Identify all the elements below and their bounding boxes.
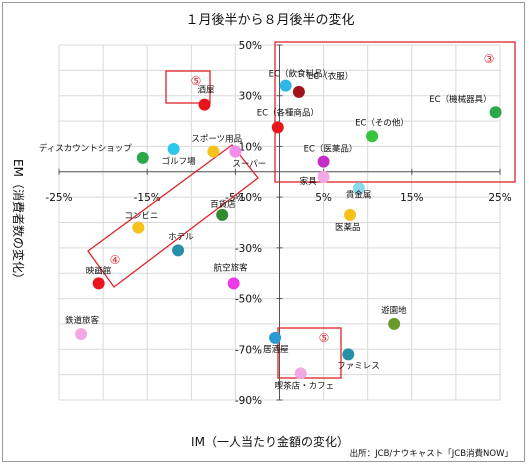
point-label: ホテル	[168, 232, 194, 242]
point-label: 医薬品	[335, 222, 361, 233]
point-label: 喫茶店・カフェ	[275, 380, 335, 391]
point-label: EC（その他）	[355, 117, 409, 128]
y-tick-label: 30%	[239, 91, 262, 103]
chart-title: １月後半から８月後半の変化	[185, 12, 354, 28]
annotation-box	[165, 70, 211, 104]
point-label: ディスカウントショップ	[39, 143, 132, 154]
y-tick-label: -50%	[235, 294, 262, 306]
data-point	[229, 145, 242, 158]
data-point	[216, 208, 229, 221]
x-tick-label: 25%	[488, 192, 511, 204]
x-tick-label: -15%	[134, 192, 161, 204]
point-label: EC（機械器具）	[429, 94, 491, 105]
x-tick-label: -5%	[225, 192, 245, 204]
x-tick-label: 15%	[400, 192, 423, 204]
y-tick-label: -70%	[235, 344, 262, 356]
point-label: EC（医薬品）	[304, 144, 358, 155]
y-tick-label: 50%	[239, 40, 262, 52]
point-label: 貴金属	[346, 189, 372, 200]
data-point	[366, 130, 379, 143]
point-label: ファミレス	[337, 361, 380, 371]
annotation-box	[87, 144, 259, 288]
data-point	[269, 331, 282, 344]
data-point	[136, 151, 149, 164]
x-tick-label: -25%	[45, 192, 72, 204]
annotation-box	[274, 41, 516, 183]
point-label: スポーツ用品	[191, 135, 242, 145]
annotation-mark: ⑤	[319, 331, 330, 345]
data-point	[344, 208, 357, 221]
x-axis-title: IM（一人当たり金額の変化）	[191, 434, 349, 449]
point-label: スーパー	[232, 160, 266, 170]
point-label: 遊園地	[381, 305, 407, 316]
data-point	[292, 85, 305, 98]
axes: -25% -15% -5% 5% 15% 25% 50% 30% 10% -10% -30% -50%…	[45, 40, 511, 407]
data-point	[227, 277, 240, 290]
annotation-mark: ③	[484, 52, 495, 66]
data-point	[388, 317, 401, 330]
data-point	[172, 244, 185, 257]
y-tick-label: -90%	[235, 395, 262, 407]
chart-frame	[2, 2, 525, 462]
point-label: 映画館	[86, 265, 112, 276]
annotation-boxes: ③ ⑤ ④ ⑤	[87, 41, 516, 379]
data-point	[198, 98, 211, 111]
data-point	[75, 328, 88, 341]
data-point	[92, 277, 105, 290]
point-label: 酒屋	[198, 86, 216, 96]
point-labels: EC（飲食料品）EC（衣服） EC（機械器具） EC（各種商品） EC（その他） EC（…	[39, 69, 492, 392]
data-point	[489, 106, 502, 119]
point-label: 百貨店	[210, 199, 236, 210]
y-tick-label: 10%	[239, 141, 262, 153]
point-label: EC（飲食料品）	[269, 69, 331, 80]
point-label: 鉄道旅客	[65, 315, 100, 326]
data-point	[317, 155, 330, 168]
data-point	[132, 221, 145, 234]
annotation-mark: ④	[110, 253, 121, 267]
point-label: EC（衣服）	[308, 71, 353, 82]
source-note: 出所：JCB/ナウキャスト「JCB消費NOW」	[350, 448, 513, 459]
annotation-box	[277, 327, 342, 379]
point-label: コンビニ	[124, 212, 158, 222]
point-label: 家具	[300, 176, 318, 187]
data-point	[207, 145, 220, 158]
x-tick-label: 5%	[315, 192, 332, 204]
data-point	[317, 170, 330, 183]
data-point	[167, 142, 180, 155]
data-points	[75, 79, 502, 380]
point-label: EC（各種商品）	[257, 107, 319, 118]
data-point	[271, 121, 284, 134]
point-label: ゴルフ場	[162, 156, 197, 167]
point-label: 居酒屋	[263, 345, 289, 355]
y-tick-label: -10%	[235, 192, 262, 204]
annotation-mark: ⑤	[191, 74, 202, 88]
data-point	[294, 367, 307, 380]
data-point	[279, 79, 292, 92]
y-axis-title: EM（消費者数の変化）	[11, 159, 26, 285]
data-point	[352, 182, 365, 195]
data-point	[342, 348, 355, 361]
y-tick-label: -30%	[235, 243, 262, 255]
point-label: 航空旅客	[214, 262, 249, 273]
